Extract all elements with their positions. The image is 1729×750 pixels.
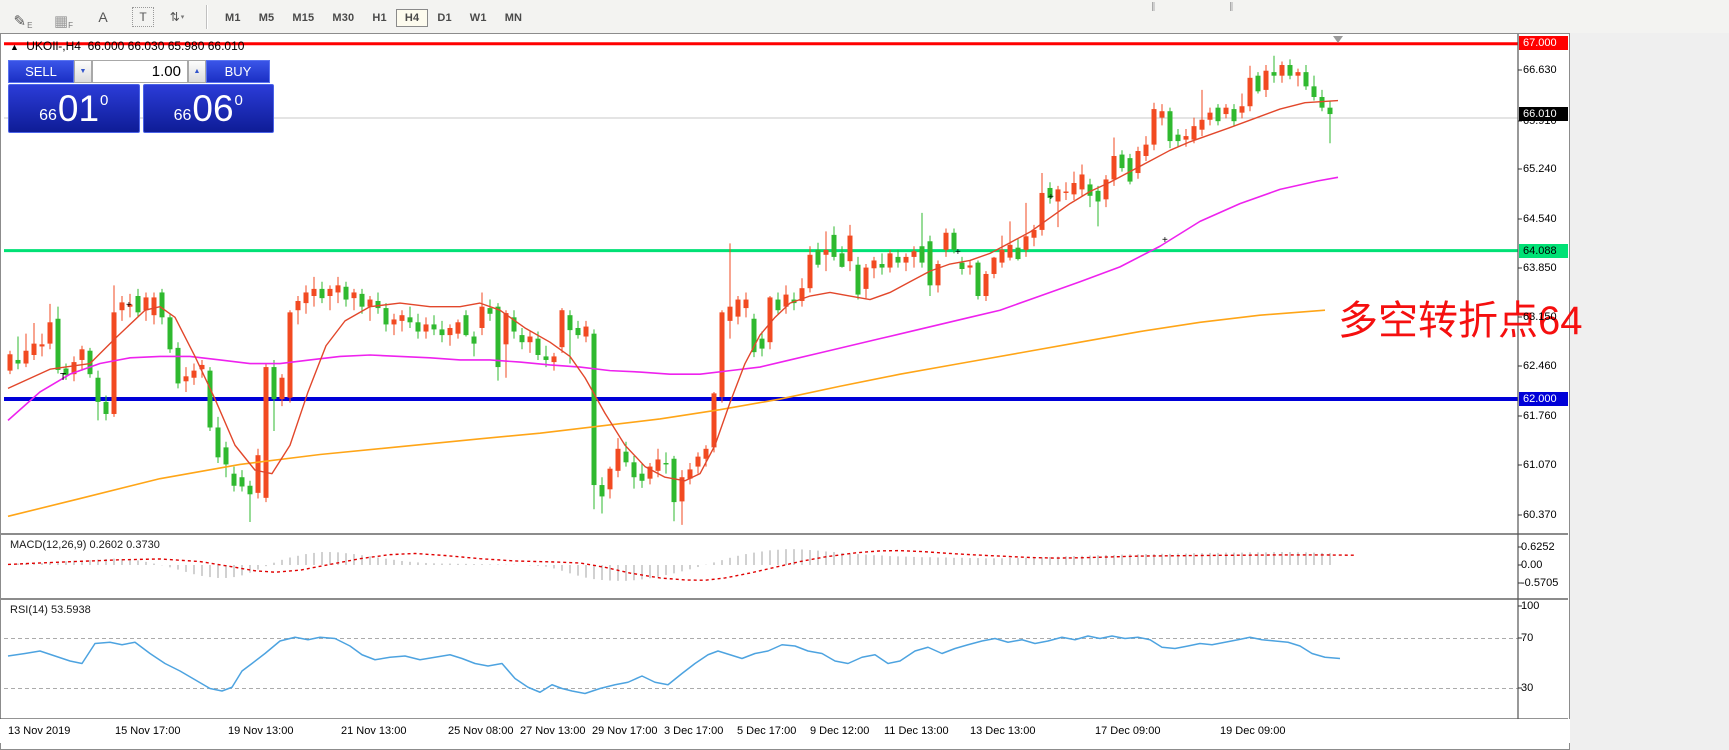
- time-tick-3-Dec-17-00: 3 Dec 17:00: [664, 725, 724, 737]
- symbol-period-label: UKOIl-,H4: [26, 39, 81, 53]
- window-background: [1570, 33, 1729, 750]
- dock-separator: [1152, 2, 1155, 11]
- price-tick-66.630: 66.630: [1523, 64, 1557, 76]
- indicator-axis-70: 70: [1521, 632, 1534, 644]
- price-tick-63.850: 63.850: [1523, 262, 1557, 274]
- timeframe-m5[interactable]: M5: [258, 11, 275, 24]
- ask-pipette: 0: [234, 92, 243, 109]
- price-badge-67.000: 67.000: [1519, 36, 1568, 50]
- volume-decrease-button[interactable]: ▼: [74, 60, 92, 83]
- time-axis: 13 Nov 2019 15 Nov 17:00 19 Nov 13:00 21 No…: [0, 719, 1570, 743]
- indicator-axis-30: 30: [1521, 682, 1534, 694]
- text-icon[interactable]: A: [98, 8, 108, 25]
- one-click-trading-panel: SELL ▼ 1.00 ▲ BUY 66 01 0 66 06 0: [8, 60, 274, 133]
- chart-annotation-text: 多空转折点64: [1338, 299, 1583, 343]
- bid-big-figure: 66: [39, 106, 57, 124]
- chart-object-marker[interactable]: +: [1162, 235, 1168, 246]
- dock-separator: [1230, 2, 1233, 11]
- price-tick-64.540: 64.540: [1523, 213, 1557, 225]
- chart-object-marker[interactable]: +: [955, 247, 961, 258]
- chart-window[interactable]: [0, 33, 1570, 750]
- price-tick-60.370: 60.370: [1523, 509, 1557, 521]
- time-tick-19-Dec-09-00: 19 Dec 09:00: [1220, 725, 1286, 737]
- time-tick-15-Nov-17-00: 15 Nov 17:00: [115, 725, 181, 737]
- ask-price-display[interactable]: 66 06 0: [142, 84, 274, 133]
- line-studies-icon[interactable]: ✎ E: [13, 12, 33, 30]
- price-badge-62.000: 62.000: [1519, 392, 1568, 406]
- price-tick-61.760: 61.760: [1523, 410, 1557, 422]
- bid-price-display[interactable]: 66 01 0: [8, 84, 140, 133]
- ask-pips: 06: [192, 87, 234, 129]
- indicator-axis-0.00: 0.00: [1521, 559, 1543, 571]
- ohlc-values: 66.000 66.030 65.980 66.010: [87, 39, 245, 53]
- time-tick-11-Dec-13-00: 11 Dec 13:00: [884, 725, 949, 737]
- time-tick-9-Dec-12-00: 9 Dec 12:00: [810, 725, 870, 737]
- time-tick-29-Nov-17-00: 29 Nov 17:00: [592, 725, 658, 737]
- time-tick-5-Dec-17-00: 5 Dec 17:00: [737, 725, 797, 737]
- timeframe-buttons: M1 M5 M15 M30 H1 H4 D1 W1 MN: [216, 8, 531, 27]
- text-label-icon[interactable]: T: [132, 6, 154, 27]
- time-tick-25-Nov-08-00: 25 Nov 08:00: [448, 725, 514, 737]
- bid-pips: 01: [57, 87, 100, 129]
- price-badge-64.088: 64.088: [1519, 244, 1568, 258]
- timeframe-h4[interactable]: H4: [395, 8, 429, 27]
- toolbar-separator: [206, 4, 208, 29]
- arrows-icon[interactable]: ⇅ ▾: [169, 9, 185, 24]
- timeframe-m1[interactable]: M1: [225, 11, 241, 24]
- time-tick-21-Nov-13-00: 21 Nov 13:00: [341, 725, 407, 737]
- time-tick-17-Dec-09-00: 17 Dec 09:00: [1095, 725, 1161, 737]
- collapse-triangle-icon[interactable]: ▲: [10, 42, 19, 52]
- macd-indicator-label: MACD(12,26,9) 0.2602 0.3730: [10, 539, 160, 551]
- price-tick-61.070: 61.070: [1523, 459, 1557, 471]
- price-tick-62.460: 62.460: [1523, 360, 1557, 372]
- time-tick-13-Nov-2019: 13 Nov 2019: [8, 725, 71, 737]
- timeframe-m30[interactable]: M30: [332, 11, 355, 24]
- time-tick-27-Nov-13-00: 27 Nov 13:00: [520, 725, 586, 737]
- bid-pipette: 0: [100, 92, 109, 109]
- toolbar: ✎ E ▦ F A T ⇅ ▾ M1 M5 M15 M30 H1 H4 D1 W1 MN: [0, 0, 1729, 34]
- timeframe-w1[interactable]: W1: [469, 11, 487, 24]
- price-badge-66.010: 66.010: [1519, 107, 1568, 121]
- ask-big-figure: 66: [173, 106, 192, 124]
- timeframe-d1[interactable]: D1: [437, 11, 452, 24]
- price-tick-65.240: 65.240: [1523, 163, 1557, 175]
- buy-button[interactable]: BUY: [206, 60, 270, 83]
- timeframe-m15[interactable]: M15: [292, 11, 315, 24]
- chart-title: ▲ UKOIl-,H4 66.000 66.030 65.980 66.010: [10, 39, 244, 53]
- timeframe-h1[interactable]: H1: [372, 11, 387, 24]
- fibonacci-grid-icon[interactable]: ▦ F: [53, 12, 73, 30]
- indicator-axis-0.6252: 0.6252: [1521, 541, 1555, 553]
- indicator-axis--0.5705: -0.5705: [1521, 577, 1559, 589]
- volume-input[interactable]: 1.00: [92, 60, 188, 83]
- rsi-indicator-label: RSI(14) 53.5938: [10, 604, 91, 616]
- chart-object-marker[interactable]: +: [126, 300, 132, 311]
- chart-object-marker[interactable]: +: [1048, 192, 1054, 203]
- volume-increase-button[interactable]: ▲: [188, 60, 206, 83]
- time-tick-19-Nov-13-00: 19 Nov 13:00: [228, 725, 294, 737]
- timeframe-mn[interactable]: MN: [504, 11, 523, 24]
- chart-object-marker[interactable]: T: [60, 372, 67, 383]
- time-tick-13-Dec-13-00: 13 Dec 13:00: [970, 725, 1036, 737]
- sell-button[interactable]: SELL: [8, 60, 74, 83]
- indicator-axis-100: 100: [1521, 600, 1540, 612]
- price-tick-63.150: 63.150: [1523, 311, 1557, 323]
